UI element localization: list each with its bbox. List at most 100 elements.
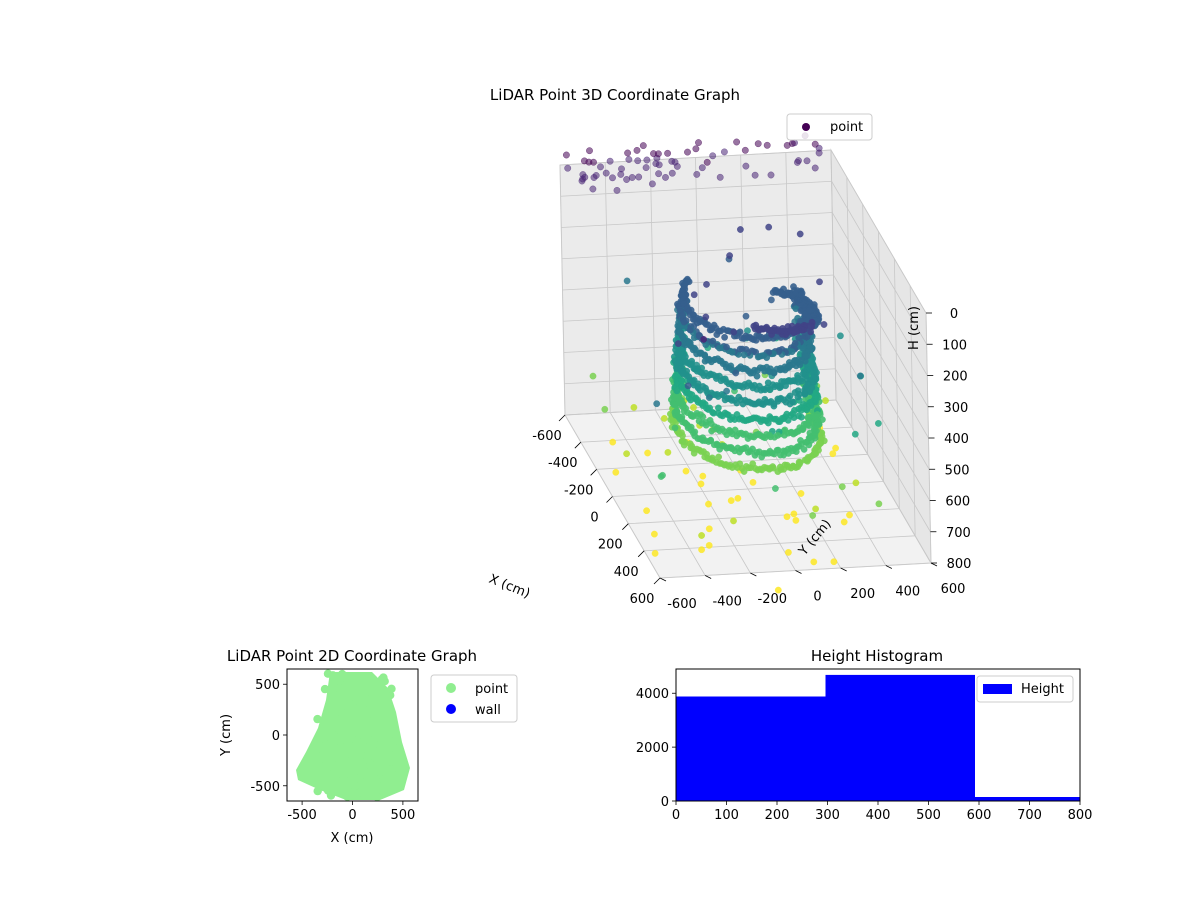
data-point <box>694 396 702 404</box>
data-point <box>774 468 782 476</box>
data-point <box>737 445 745 453</box>
data-point <box>830 558 838 566</box>
data-point <box>720 148 728 156</box>
data-point <box>739 416 747 424</box>
tick-label-x: 400 <box>614 565 639 580</box>
data-point <box>682 467 690 475</box>
data-point <box>648 180 656 188</box>
data-point <box>767 296 775 304</box>
tick-mark-x <box>637 550 645 558</box>
data-point <box>726 252 734 260</box>
data-point-2d <box>371 774 380 784</box>
data-point <box>730 517 737 525</box>
data-point <box>783 513 791 521</box>
data-point-2d <box>313 714 322 724</box>
hist-legend: Height <box>976 675 1074 703</box>
data-point <box>696 349 704 357</box>
tick-label-x: 700 <box>1017 808 1042 823</box>
data-point <box>651 549 659 557</box>
data-point-2d <box>380 677 389 686</box>
data-point <box>809 512 817 519</box>
data-point <box>751 171 759 179</box>
data-point <box>705 394 713 402</box>
data-point <box>750 400 758 408</box>
data-point <box>682 317 690 325</box>
data-point-2d <box>364 698 373 707</box>
data-point <box>717 357 725 365</box>
data-point <box>606 157 614 165</box>
chart-3d-points <box>562 132 883 594</box>
hist-ticks: 0 100 200 300 400 500 600 700 800 0 2000 4000 <box>636 687 1093 823</box>
data-point <box>755 382 763 390</box>
data-point <box>678 332 686 340</box>
data-point <box>601 405 609 413</box>
data-point-2d <box>363 735 373 744</box>
data-point <box>564 164 572 172</box>
data-point-2d <box>342 781 351 791</box>
tick-label-x: 300 <box>815 808 840 823</box>
data-point <box>754 140 762 148</box>
data-point <box>788 140 796 147</box>
data-point <box>733 138 741 146</box>
data-point <box>716 427 724 435</box>
data-point-2d <box>369 716 379 725</box>
data-point-2d <box>390 744 400 753</box>
data-point <box>698 532 706 539</box>
chart-2d-legend-marker-wall <box>446 704 456 714</box>
data-point <box>728 396 736 404</box>
data-point <box>664 448 672 456</box>
data-point <box>655 170 663 178</box>
data-point <box>653 400 661 408</box>
chart-2d-points <box>296 669 410 802</box>
data-point <box>586 147 593 155</box>
tick-label-y: 600 <box>941 582 966 597</box>
chart-height-histogram: Height Histogram 0 100 200 300 400 500 600 700 8… <box>636 647 1093 823</box>
data-point <box>797 437 804 444</box>
data-point <box>739 365 747 373</box>
hist-bar <box>676 696 826 801</box>
data-point <box>736 226 744 233</box>
grid-line-z <box>560 180 927 345</box>
data-point <box>738 334 746 342</box>
data-point <box>684 148 691 156</box>
data-point <box>801 310 809 318</box>
data-point <box>712 375 720 382</box>
data-point-2d <box>387 765 396 774</box>
hist-legend-label: Height <box>1021 682 1064 697</box>
data-point <box>740 468 748 475</box>
data-point <box>699 434 707 442</box>
tick-label-x: 0 <box>348 808 356 823</box>
tick-label-x: -500 <box>287 808 317 823</box>
data-point <box>791 389 799 396</box>
data-point <box>709 152 717 160</box>
data-point <box>650 530 658 538</box>
chart-2d-legend: point wall <box>430 674 518 723</box>
tick-label-z: 300 <box>943 401 968 416</box>
chart-2d-legend-label-point: point <box>475 682 508 697</box>
grid-line-z <box>563 305 930 470</box>
data-point-2d <box>321 732 330 741</box>
data-point <box>684 382 692 390</box>
tick-label-x: 600 <box>630 592 655 607</box>
data-point <box>797 490 805 497</box>
hist-bars <box>676 674 1080 801</box>
data-point <box>662 173 669 181</box>
tick-mark-y <box>750 572 757 577</box>
data-point-2d <box>349 728 359 737</box>
data-point <box>732 381 740 389</box>
data-point <box>581 173 589 181</box>
data-point <box>822 397 829 405</box>
data-point <box>812 505 820 513</box>
data-point <box>790 510 798 518</box>
data-point <box>602 169 610 177</box>
tick-label-y: 400 <box>895 585 920 600</box>
tick-label-x: 400 <box>866 808 891 823</box>
data-point <box>714 393 722 400</box>
data-point <box>764 325 771 333</box>
data-point-2d <box>345 788 354 797</box>
data-point-2d <box>342 680 351 689</box>
data-point <box>680 407 688 415</box>
data-point-2d <box>313 786 322 796</box>
